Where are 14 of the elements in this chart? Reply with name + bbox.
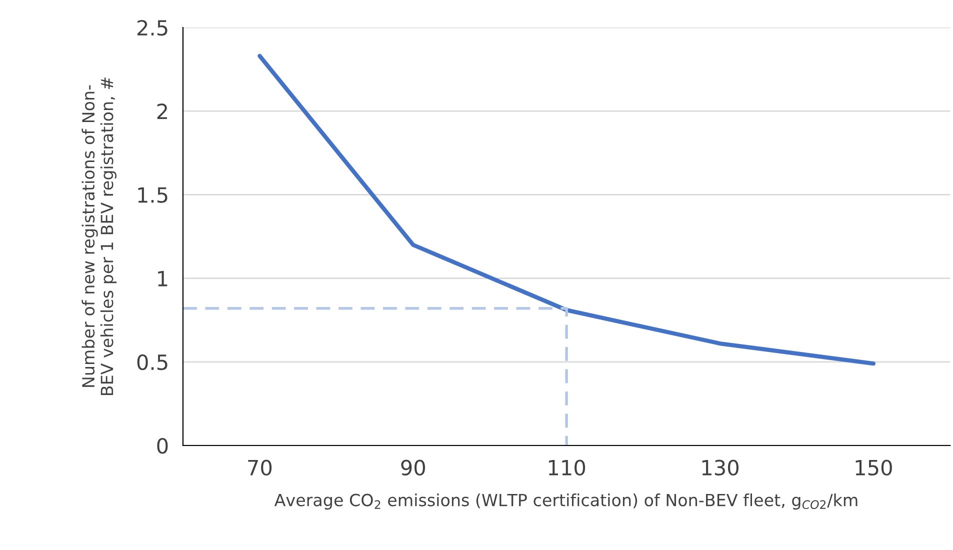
x-axis-title: Average CO$_{2}$ emissions (WLTP certification) of Non-BEV fleet, g$_{CO2}$/km <box>274 493 858 510</box>
y-tick-label: 1 <box>158 271 168 286</box>
y-tick-label: 1.5 <box>138 187 168 203</box>
y-tick-label: 0.5 <box>137 354 168 370</box>
y-tick-label: 0 <box>157 438 168 454</box>
x-tick-label: 90 <box>401 460 425 476</box>
x-tick-label: 110 <box>548 460 586 476</box>
x-tick-label: 70 <box>248 460 272 476</box>
x-tick-label: 150 <box>856 460 892 476</box>
x-tick-label: 130 <box>702 460 738 476</box>
line-series <box>258 54 876 366</box>
y-tick-label: 2 <box>157 104 167 120</box>
y-axis-title: Number of new registrations of Non- BEV vehicles per 1 BEV registration, # <box>82 78 117 395</box>
y-tick-label: 2.5 <box>137 20 168 36</box>
